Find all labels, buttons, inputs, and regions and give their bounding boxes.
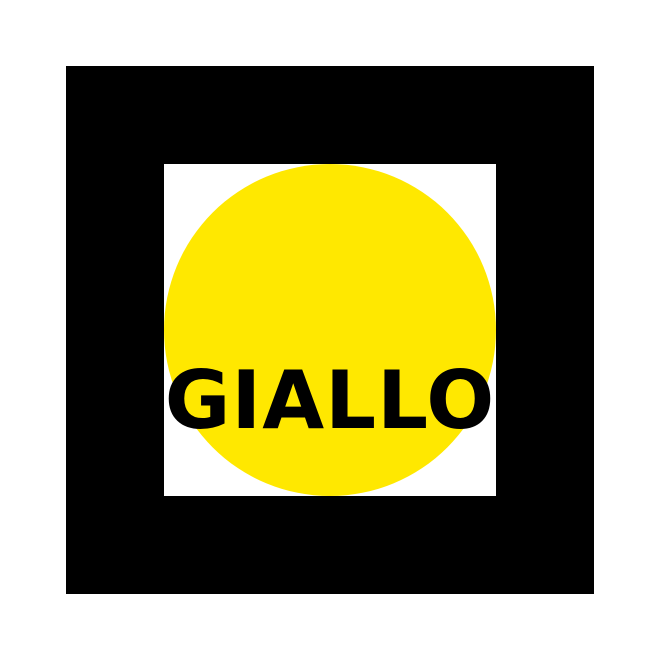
black-frame: GIALLO [66,66,594,594]
color-word-label: GIALLO [164,354,496,447]
yellow-circle [164,164,496,496]
white-panel: GIALLO [164,164,496,496]
